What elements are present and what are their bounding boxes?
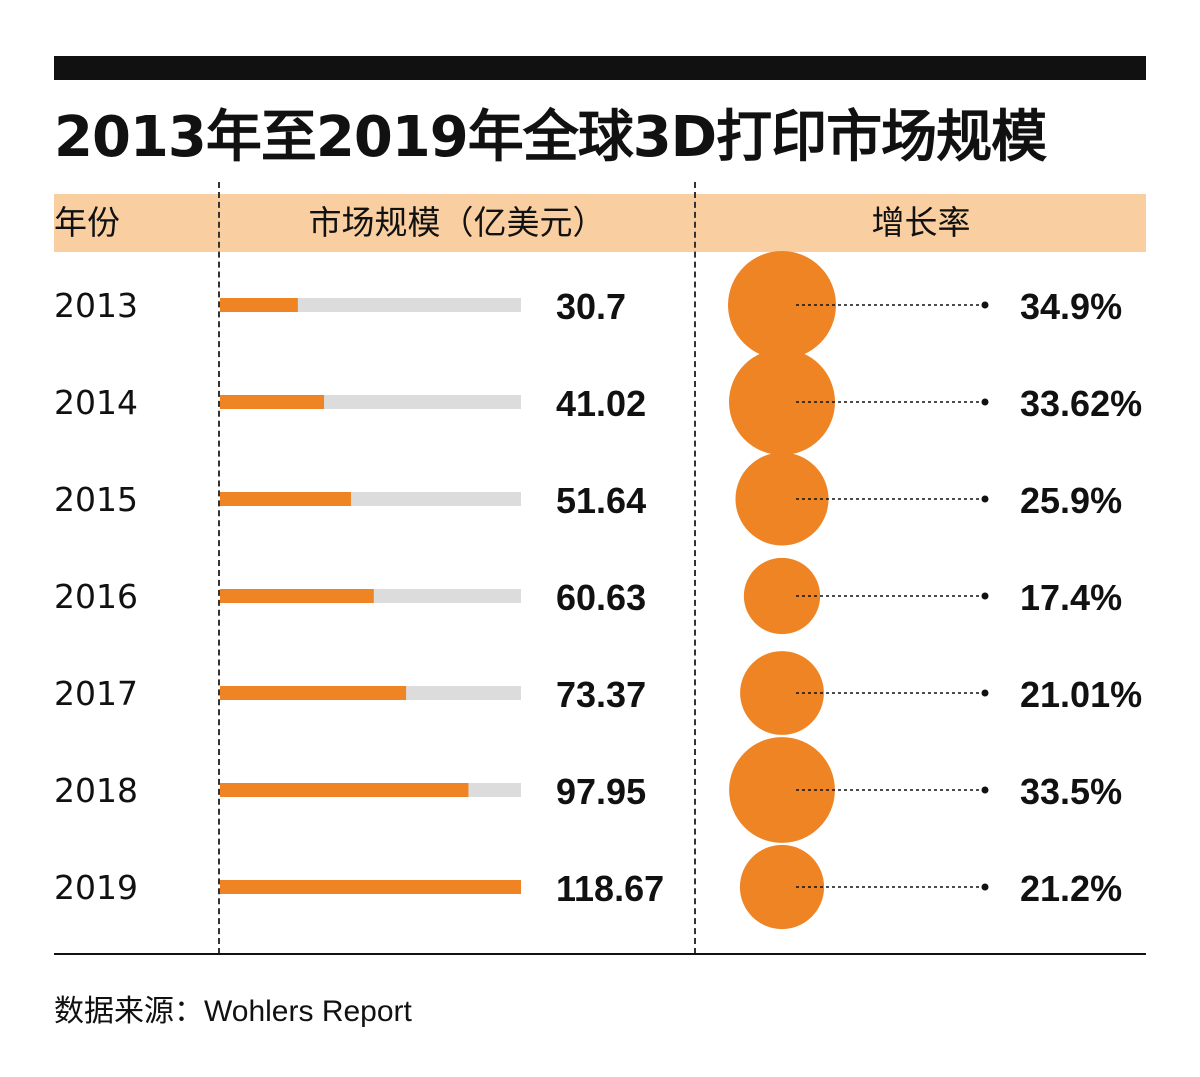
market-size-bar [220, 395, 325, 409]
leader-dot [981, 592, 989, 600]
leader-dot [981, 301, 989, 309]
growth-bubble [729, 737, 835, 843]
leader-dot [981, 495, 989, 503]
header-growth: 增长率 [871, 203, 971, 242]
market-size-value: 60.63 [556, 577, 646, 618]
top-rule [54, 56, 1146, 80]
market-size-bar [220, 298, 298, 312]
market-size-bar [220, 880, 521, 894]
growth-rate-value: 34.9% [1020, 286, 1122, 327]
market-size-bar [220, 589, 374, 603]
year-label: 2016 [54, 577, 138, 616]
year-label: 2017 [54, 674, 138, 713]
year-label: 2018 [54, 771, 138, 810]
year-label: 2014 [54, 383, 138, 422]
growth-bubble [728, 251, 836, 359]
year-label: 2015 [54, 480, 138, 519]
market-size-bar [220, 492, 351, 506]
leader-dot [981, 398, 989, 406]
growth-rate-value: 25.9% [1020, 480, 1122, 521]
growth-rate-value: 33.62% [1020, 383, 1142, 424]
market-size-value: 118.67 [556, 868, 664, 909]
market-size-value: 73.37 [556, 674, 646, 715]
market-size-value: 41.02 [556, 383, 646, 424]
bottom-rule [54, 953, 1146, 955]
growth-rate-value: 21.01% [1020, 674, 1142, 715]
market-size-value: 30.7 [556, 286, 626, 327]
leader-dot [981, 883, 989, 891]
chart-title: 2013年至2019年全球3D打印市场规模 [54, 105, 1047, 170]
column-divider-1 [218, 182, 220, 954]
market-size-bar [220, 783, 469, 797]
header-band [54, 194, 1146, 252]
growth-rate-value: 17.4% [1020, 577, 1122, 618]
header-year: 年份 [54, 203, 120, 242]
growth-rate-value: 21.2% [1020, 868, 1122, 909]
market-size-value: 51.64 [556, 480, 646, 521]
market-size-value: 97.95 [556, 771, 646, 812]
growth-bubble [739, 844, 825, 930]
growth-bubble [740, 651, 824, 735]
column-divider-2 [694, 182, 696, 954]
market-size-bar [220, 686, 407, 700]
growth-bubble [735, 452, 829, 546]
header-market-size: 市场规模（亿美元） [308, 203, 606, 242]
growth-rate-value: 33.5% [1020, 771, 1122, 812]
growth-bubble [743, 557, 821, 635]
growth-bubble [728, 348, 836, 456]
source-note: 数据来源：Wohlers Report [54, 995, 412, 1028]
year-label: 2019 [54, 868, 138, 907]
leader-dot [981, 786, 989, 794]
leader-dot [981, 689, 989, 697]
year-label: 2013 [54, 286, 138, 325]
